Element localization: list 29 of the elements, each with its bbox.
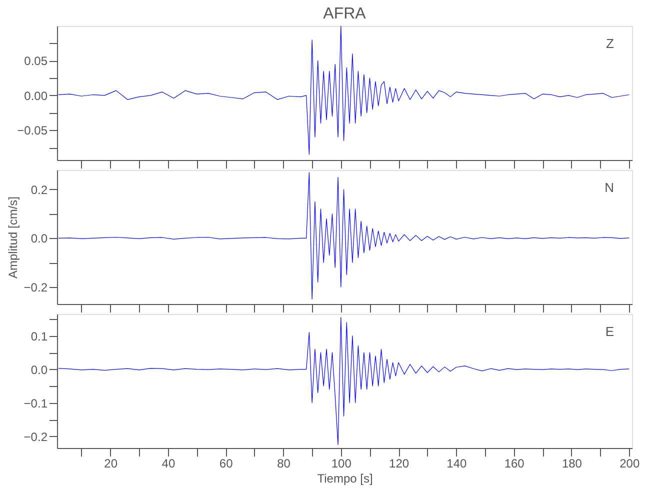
annotation: N [604,180,614,195]
x-tick-label: 120 [389,456,410,470]
line-series [58,317,630,445]
y-tick-label: 0.1 [30,329,48,344]
y-tick-label: 0.05 [24,54,48,68]
x-tick-label: 160 [504,456,525,470]
x-tick-label: 100 [331,456,352,470]
x-tick-label: 20 [104,456,118,470]
y-tick-label: 0.0 [30,362,48,377]
x-axis-title: Tiempo [s] [317,472,373,486]
x-tick-label: 60 [219,456,234,470]
chart-title: AFRA [323,6,366,23]
annotation: Z [606,36,614,51]
x-tick-label: 180 [562,456,582,470]
y-tick-label: 0.2 [30,182,48,197]
x-tick-label: 200 [620,456,640,470]
x-tick-label: 140 [446,456,468,470]
line-series [58,26,630,155]
y-axis-title: Amplitud [cm/s] [6,196,20,279]
annotation: E [605,324,614,339]
y-tick-label: 0.0 [30,232,48,246]
y-tick-label: −0.05 [17,124,48,138]
x-tick-label: 40 [162,456,176,470]
line-series [58,172,630,300]
y-tick-label: −0.1 [24,396,48,410]
x-tick-label: 80 [277,456,291,470]
y-tick-label: −0.2 [24,430,48,444]
y-tick-label: 0.00 [24,88,48,103]
y-tick-label: −0.2 [24,280,48,294]
